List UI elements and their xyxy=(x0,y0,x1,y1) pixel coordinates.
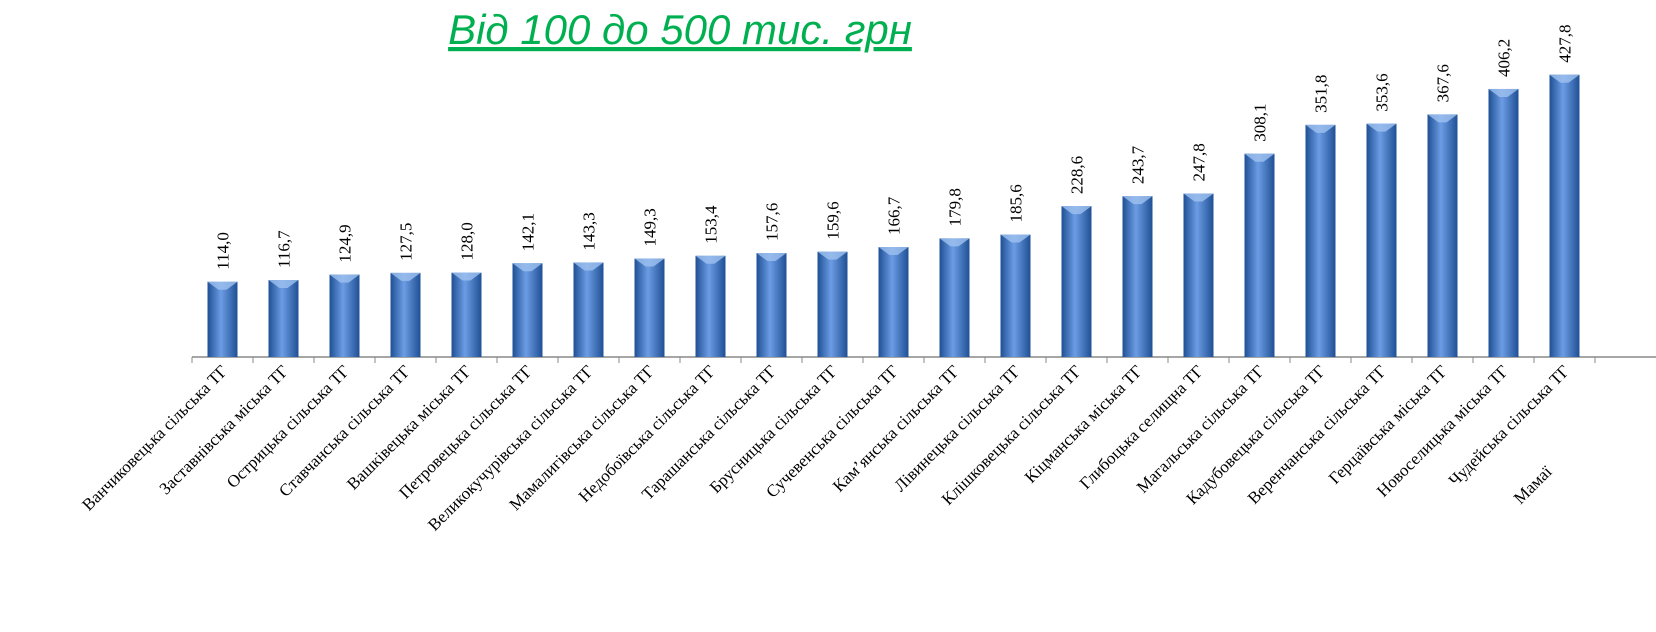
bar xyxy=(268,279,299,357)
bar xyxy=(1061,206,1092,357)
bar-cap xyxy=(1122,196,1153,205)
bar xyxy=(1305,124,1336,357)
bar xyxy=(695,255,726,357)
bar xyxy=(207,281,238,357)
bar-cap xyxy=(1305,124,1336,133)
x-tick-label: Кіцманська міська ТГ xyxy=(1021,361,1147,487)
value-label: 114,0 xyxy=(214,232,233,270)
bar xyxy=(1549,74,1580,357)
bar xyxy=(1427,114,1458,357)
value-label: 247,8 xyxy=(1190,143,1209,181)
bar-cap xyxy=(451,272,482,281)
value-label: 128,0 xyxy=(458,222,477,260)
value-label: 127,5 xyxy=(397,223,416,261)
value-label: 142,1 xyxy=(519,213,538,251)
bar xyxy=(451,272,482,357)
value-label: 166,7 xyxy=(885,196,904,235)
bar-cap xyxy=(268,279,299,288)
bar-cap xyxy=(1000,234,1031,243)
bar xyxy=(939,238,970,357)
value-label: 243,7 xyxy=(1129,145,1148,184)
x-tick-label: Мамаї xyxy=(1510,462,1556,508)
value-label: 153,4 xyxy=(702,205,721,244)
value-label: 124,9 xyxy=(336,224,355,262)
bar-cap xyxy=(1366,123,1397,132)
bar xyxy=(512,263,543,357)
bar-cap xyxy=(939,238,970,247)
x-tick-label: Герцаївська міська ТГ xyxy=(1325,361,1452,488)
value-label: 185,6 xyxy=(1007,184,1026,222)
bar-cap xyxy=(1244,153,1275,162)
bar-cap xyxy=(817,251,848,260)
value-label: 179,8 xyxy=(946,188,965,226)
x-tick-label: Глибоцька селищна ТГ xyxy=(1076,361,1208,493)
bar xyxy=(390,272,421,357)
bar-cap xyxy=(878,246,909,255)
value-label: 116,7 xyxy=(275,230,294,268)
bar xyxy=(1244,153,1275,357)
bar-cap xyxy=(756,253,787,262)
bar xyxy=(878,246,909,357)
bar xyxy=(634,258,665,357)
chart-title: Від 100 до 500 тис. грн xyxy=(448,6,912,53)
bar xyxy=(1000,234,1031,357)
bar xyxy=(573,262,604,357)
x-tick-label: Острицька сільська ТГ xyxy=(223,361,354,492)
bar xyxy=(1122,196,1153,357)
value-label: 351,8 xyxy=(1312,75,1331,113)
value-label: 143,3 xyxy=(580,212,599,250)
bar xyxy=(817,251,848,357)
bar-cap xyxy=(207,281,238,290)
bar-cap xyxy=(634,258,665,267)
value-label: 159,6 xyxy=(824,201,843,239)
bar xyxy=(1488,88,1519,357)
value-label: 427,8 xyxy=(1556,24,1575,62)
x-tick-label: Чудейська сільська ТГ xyxy=(1445,361,1574,490)
bar-cap xyxy=(695,255,726,264)
bar-cap xyxy=(1488,88,1519,97)
bar xyxy=(1366,123,1397,358)
value-label: 406,2 xyxy=(1495,39,1514,77)
value-label: 149,3 xyxy=(641,208,660,246)
bar-cap xyxy=(329,274,360,283)
bar-cap xyxy=(390,272,421,281)
bar-cap xyxy=(512,263,543,272)
bar-cap xyxy=(1061,206,1092,215)
bar-cap xyxy=(573,262,604,271)
value-label: 157,6 xyxy=(763,203,782,241)
value-label: 353,6 xyxy=(1373,73,1392,111)
value-label: 367,6 xyxy=(1434,64,1453,102)
bar xyxy=(329,274,360,357)
bar-cap xyxy=(1183,193,1214,202)
bar-cap xyxy=(1549,74,1580,83)
value-label: 228,6 xyxy=(1068,156,1087,194)
value-label: 308,1 xyxy=(1251,103,1270,141)
bar-cap xyxy=(1427,114,1458,123)
bar xyxy=(1183,193,1214,357)
bar xyxy=(756,253,787,357)
